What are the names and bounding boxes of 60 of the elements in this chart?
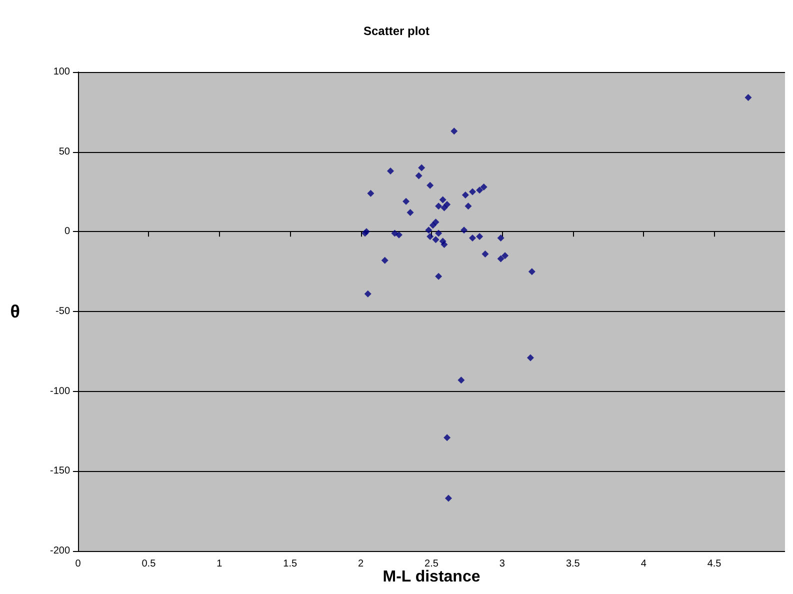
point (418, 164, 426, 172)
point (480, 183, 488, 190)
y-tick-label: -100 (50, 386, 70, 397)
point (476, 186, 484, 194)
point (435, 202, 442, 210)
x-tick-label: 0 (75, 558, 82, 570)
x-tick-label: 4 (640, 558, 647, 570)
point (444, 434, 451, 442)
point (440, 240, 448, 248)
point (415, 172, 422, 180)
x-tick-label: 1.5 (283, 558, 298, 570)
point (435, 272, 442, 280)
y-tick-label: 0 (64, 226, 70, 238)
point (429, 222, 436, 229)
point (391, 230, 398, 237)
point (462, 191, 469, 198)
y-tick-label: -200 (50, 546, 70, 556)
point (367, 190, 374, 197)
point (444, 201, 451, 208)
x-tick-label: 3.5 (566, 558, 580, 570)
point (497, 234, 504, 242)
x-tick-label: 0.5 (142, 558, 156, 570)
point (381, 256, 388, 264)
point (364, 290, 372, 298)
point (425, 226, 432, 234)
x-axis-title: M-L distance (382, 568, 480, 586)
point (497, 255, 504, 262)
y-tick-label: -50 (56, 306, 70, 317)
point (469, 234, 476, 242)
point (469, 188, 476, 196)
y-tick-label: 100 (53, 66, 70, 78)
x-tick-label: 2.5 (424, 558, 439, 570)
point (476, 232, 484, 240)
x-tick-label: 4.5 (707, 558, 722, 570)
y-axis-title: θ (10, 302, 20, 322)
x-tick-label: 1 (216, 558, 223, 570)
y-tick-label: -150 (50, 466, 70, 477)
point (426, 182, 434, 189)
point (426, 232, 434, 240)
point (528, 268, 536, 276)
point (450, 128, 458, 135)
point (458, 376, 465, 384)
point (386, 167, 394, 174)
x-tick-label: 2 (358, 558, 364, 570)
y-tick-label: 50 (58, 146, 70, 158)
point (439, 196, 446, 204)
point (402, 198, 410, 205)
point (744, 94, 752, 102)
point (526, 354, 534, 362)
point (460, 226, 468, 234)
point (444, 494, 452, 502)
chart-title: Scatter plot (363, 24, 430, 38)
point (482, 250, 489, 258)
point (395, 231, 402, 238)
point (432, 236, 440, 244)
x-tick-label: 3 (499, 558, 506, 570)
point (406, 209, 414, 216)
point (435, 230, 442, 237)
point (502, 252, 509, 260)
point (464, 202, 472, 210)
